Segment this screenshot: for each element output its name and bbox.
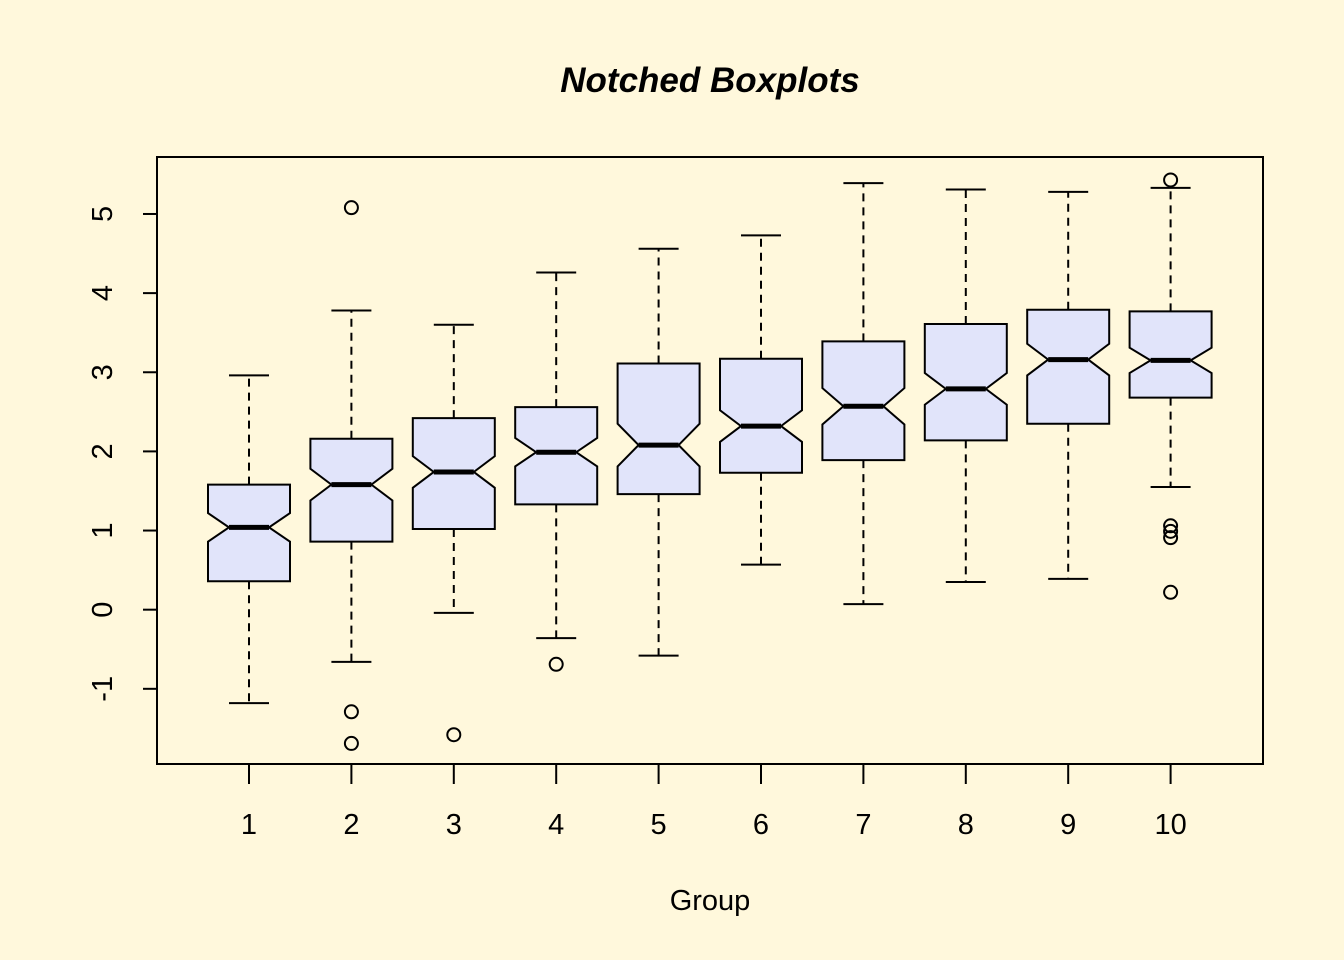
x-tick-label: 5 (651, 809, 667, 841)
x-tick-label: 1 (241, 809, 257, 841)
outlier-point (1163, 584, 1179, 600)
x-tick-label: 9 (1060, 809, 1076, 841)
x-tick-label: 3 (446, 809, 462, 841)
y-tick-label: 3 (87, 364, 119, 380)
outlier-point (1163, 530, 1179, 546)
x-tick-label: 7 (855, 809, 871, 841)
notched-box (821, 340, 906, 462)
y-tick-label: -1 (87, 676, 119, 702)
x-tick-label: 6 (753, 809, 769, 841)
y-tick-label: 4 (87, 285, 119, 301)
x-tick-label: 10 (1154, 809, 1186, 841)
outlier-point (1163, 518, 1179, 534)
outlier-point (343, 704, 359, 720)
notched-box (1128, 310, 1213, 399)
x-axis-label: Group (670, 885, 751, 917)
y-tick-label: 2 (87, 443, 119, 459)
plot-area: -1 0 1 2 3 4 5 1 2 3 4 5 6 7 8 9 10 (87, 156, 1264, 841)
outlier-point (343, 735, 359, 751)
notched-box (719, 357, 803, 474)
y-tick-label: 0 (87, 602, 119, 618)
chart-title: Notched Boxplots (560, 61, 859, 100)
y-tick-label: 1 (87, 522, 119, 538)
notched-box (923, 322, 1008, 442)
y-tick-label: 5 (87, 206, 119, 222)
x-tick-label: 8 (958, 809, 974, 841)
outlier-point (1163, 523, 1179, 539)
notched-box (309, 437, 394, 543)
notched-box (1026, 308, 1111, 425)
outlier-point (1163, 172, 1179, 188)
x-tick-label: 4 (548, 809, 564, 841)
plot-frame (156, 156, 1264, 765)
notched-box (616, 362, 701, 496)
notched-box (207, 483, 291, 583)
outlier-point (343, 200, 359, 216)
outlier-point (548, 656, 564, 672)
notched-box (514, 406, 599, 506)
x-tick-label: 2 (343, 809, 359, 841)
outlier-point (446, 727, 462, 743)
